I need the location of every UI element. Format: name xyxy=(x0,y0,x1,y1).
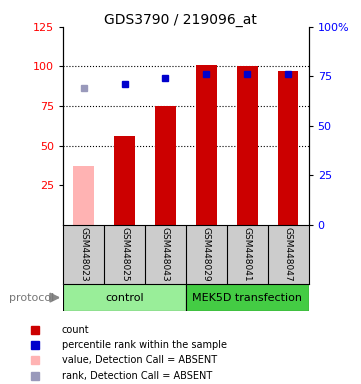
Bar xyxy=(63,284,186,311)
Text: GSM448043: GSM448043 xyxy=(161,227,170,282)
Text: rank, Detection Call = ABSENT: rank, Detection Call = ABSENT xyxy=(62,371,212,381)
Bar xyxy=(237,66,257,225)
Text: count: count xyxy=(62,325,90,335)
Text: GSM448047: GSM448047 xyxy=(284,227,293,282)
Bar xyxy=(186,284,309,311)
Text: GSM448041: GSM448041 xyxy=(243,227,252,282)
Bar xyxy=(155,106,176,225)
Text: GSM448025: GSM448025 xyxy=(120,227,129,282)
Text: protocol: protocol xyxy=(9,293,54,303)
Bar xyxy=(73,166,94,225)
Text: percentile rank within the sample: percentile rank within the sample xyxy=(62,340,227,350)
Bar xyxy=(196,65,217,225)
Text: GDS3790 / 219096_at: GDS3790 / 219096_at xyxy=(104,13,257,27)
Text: value, Detection Call = ABSENT: value, Detection Call = ABSENT xyxy=(62,355,217,365)
Text: GSM448023: GSM448023 xyxy=(79,227,88,282)
Text: GSM448029: GSM448029 xyxy=(202,227,211,282)
Text: control: control xyxy=(105,293,144,303)
Bar xyxy=(278,71,299,225)
Bar xyxy=(114,136,135,225)
Text: MEK5D transfection: MEK5D transfection xyxy=(192,293,302,303)
